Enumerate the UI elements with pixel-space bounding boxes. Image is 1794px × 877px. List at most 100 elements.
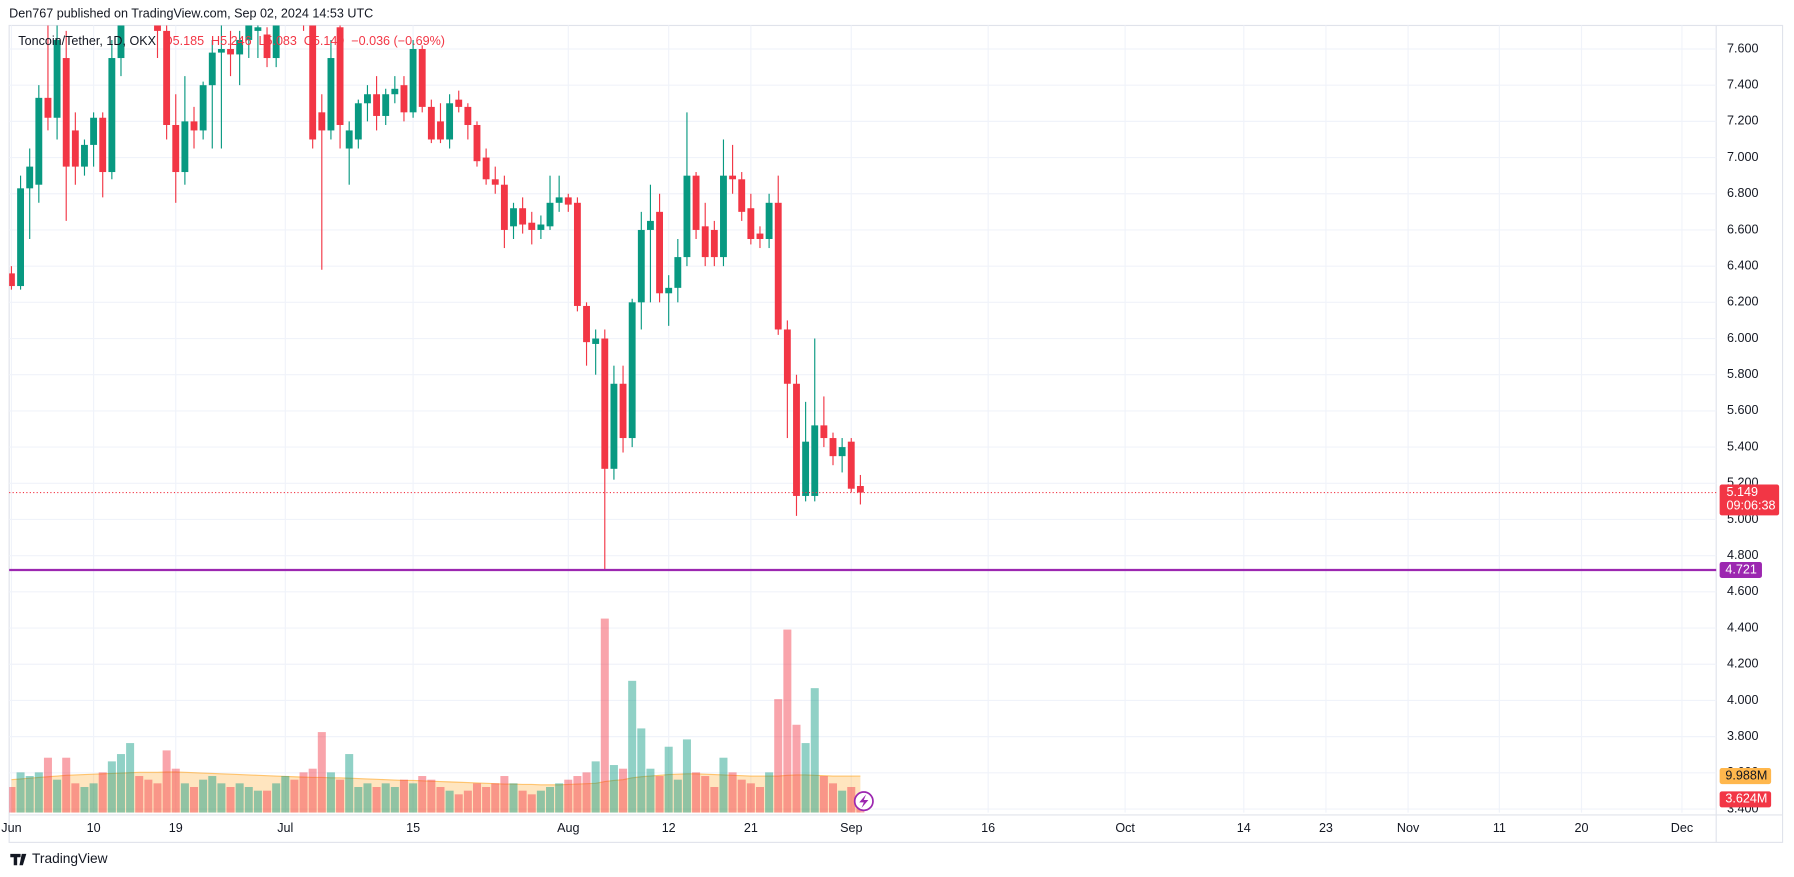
volume-bar [290, 779, 299, 813]
candle-body [336, 27, 344, 125]
volume-bar [710, 787, 719, 813]
candle-body [208, 52, 216, 86]
candle-body [427, 106, 435, 140]
volume-bar [737, 779, 746, 813]
volume-bar [609, 765, 618, 813]
volume-bar [326, 772, 335, 813]
candle-body [519, 208, 527, 225]
candle-body [327, 58, 335, 131]
y-tick-label: 5.400 [1727, 439, 1758, 453]
candle-body [628, 302, 636, 439]
volume-bar [89, 783, 98, 813]
candle-body [793, 383, 800, 496]
volume-bar [43, 757, 52, 813]
candle-body [674, 257, 682, 288]
header: Den767 published on TradingView.com, Sep… [9, 6, 373, 20]
candle-body [26, 166, 34, 189]
countdown: 09:06:38 [1726, 499, 1775, 513]
x-tick-label: 20 [1575, 821, 1589, 835]
volume-bar [208, 776, 217, 813]
candle-body [44, 97, 52, 118]
plot-frame [8, 24, 1784, 843]
y-tick-label: 6.400 [1727, 258, 1758, 272]
legend-item: O5.185 [163, 34, 204, 48]
volume-bar [819, 776, 828, 813]
candle-body [199, 85, 207, 131]
candle-body [500, 184, 508, 230]
candle-body [573, 202, 581, 306]
candle-body [656, 211, 663, 294]
legend-item: C5.149 [304, 34, 345, 48]
candle-body [272, 25, 280, 59]
candle-body [437, 121, 444, 140]
volume-bar [765, 772, 774, 813]
candle-body [181, 121, 189, 173]
y-tick-label: 4.400 [1727, 620, 1758, 634]
volume-bar [53, 779, 62, 813]
volume-bar [746, 783, 755, 813]
volume-bar [682, 739, 691, 813]
volume-bar [801, 743, 810, 813]
candle-body [117, 25, 125, 59]
candle-body [802, 441, 810, 496]
candle-body [811, 425, 819, 496]
candle-body [765, 202, 773, 239]
volume-bar [728, 772, 737, 813]
candle-body [17, 188, 25, 287]
volume-bar [235, 783, 244, 813]
volume-bar [628, 680, 637, 813]
x-tick-label: Jun [1, 821, 21, 835]
x-tick-label: 21 [744, 821, 758, 835]
y-tick-label: 5.800 [1727, 367, 1758, 381]
candle-body [701, 226, 709, 258]
volume-bar [199, 779, 208, 813]
candle-body [9, 273, 15, 287]
volume-bar [701, 776, 710, 813]
y-tick-label: 4.600 [1727, 584, 1758, 598]
y-tick-label: 6.000 [1727, 331, 1758, 345]
volume-bar [217, 783, 226, 813]
candle-body [601, 338, 609, 469]
volume-bar [399, 779, 408, 813]
candle-body [236, 39, 244, 55]
candle-body [382, 94, 390, 116]
y-tick-label: 4.800 [1727, 548, 1758, 562]
candle-body [720, 175, 727, 258]
volume-bar [664, 746, 673, 813]
volume-bar [9, 787, 16, 813]
volume-bar [190, 787, 199, 813]
candle-body [263, 34, 271, 59]
volume-bar [272, 783, 281, 813]
candle-body [81, 144, 88, 167]
volume-bar [564, 779, 573, 813]
candle-body [747, 208, 755, 239]
volume-bar [281, 776, 290, 813]
candle-body [35, 97, 43, 185]
volume-bar [792, 724, 801, 813]
volume-bar [116, 754, 125, 813]
candle-body [217, 48, 225, 53]
volume-bar [180, 783, 189, 813]
volume-bar [317, 732, 326, 813]
candle-body [555, 197, 563, 203]
volume-bar [98, 772, 107, 813]
volume-bar [436, 787, 445, 813]
candle-body [510, 208, 517, 227]
volume-bar [555, 783, 564, 813]
legend-item: H5.246 [211, 34, 252, 48]
volume-last-label: 3.624M [1725, 792, 1767, 806]
x-tick-label: Nov [1397, 821, 1420, 835]
candle-body [318, 112, 326, 131]
volume-bar [418, 776, 427, 813]
candle-body [756, 233, 764, 239]
volume-bar [491, 783, 500, 813]
volume-ma-line [11, 771, 861, 786]
candle-body [838, 447, 846, 457]
volume-bar [445, 790, 454, 813]
candle-body [473, 124, 481, 162]
y-tick-label: 5.600 [1727, 403, 1758, 417]
candle-body [546, 202, 554, 227]
x-tick-label: Oct [1115, 821, 1135, 835]
